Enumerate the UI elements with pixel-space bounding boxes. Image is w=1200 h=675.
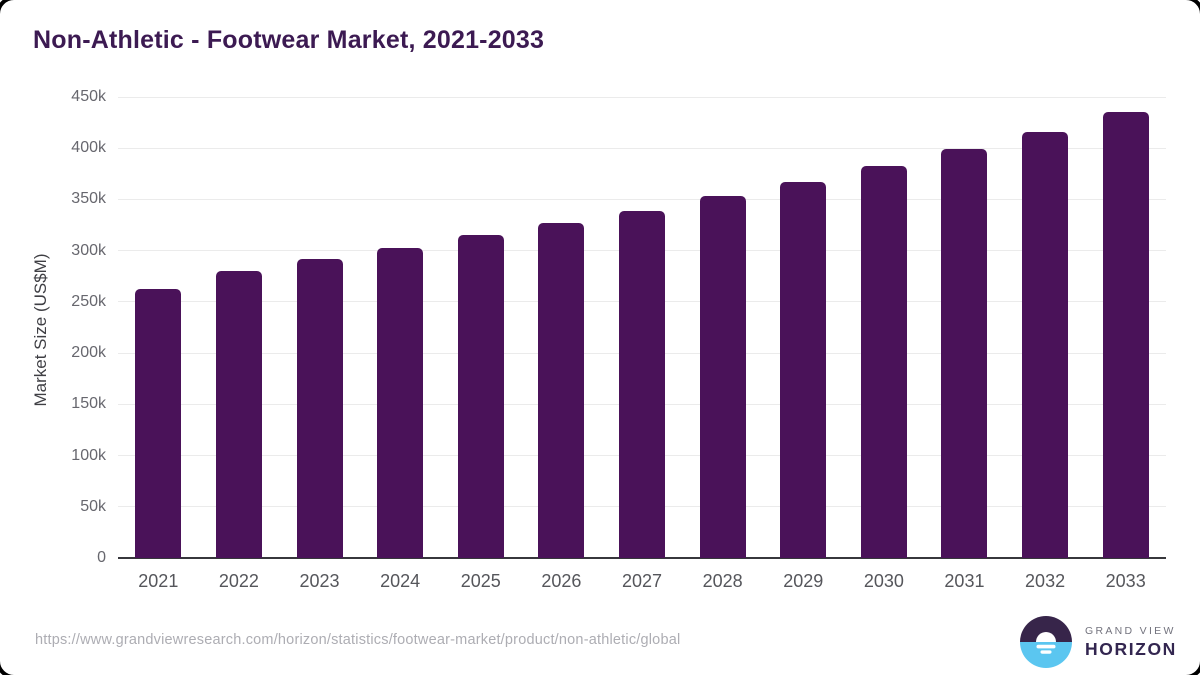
x-tick-label-2032: 2032 <box>1025 571 1066 591</box>
chart-title: Non-Athletic - Footwear Market, 2021-203… <box>33 26 545 54</box>
source-url[interactable]: https://www.grandviewresearch.com/horizo… <box>35 632 681 648</box>
y-tick-label-0: 0 <box>97 549 106 566</box>
x-tick-label-2028: 2028 <box>702 571 743 591</box>
brand-logo: GRAND VIEW HORIZON <box>1020 616 1177 668</box>
logo-text-horizon: HORIZON <box>1085 638 1177 659</box>
bar-2022[interactable] <box>215 271 262 558</box>
brand-logo-text: GRAND VIEW HORIZON <box>1085 625 1177 660</box>
bar-2029[interactable] <box>780 182 827 558</box>
bar-2030[interactable] <box>860 165 907 558</box>
x-axis-line <box>118 557 1166 559</box>
y-tick-label-300k: 300k <box>71 241 106 259</box>
y-tick-label-50k: 50k <box>80 497 106 515</box>
y-tick-label-350k: 350k <box>71 190 106 208</box>
bar-2021[interactable] <box>135 288 182 558</box>
x-tick-label-2033: 2033 <box>1105 571 1146 591</box>
y-tick-label-100k: 100k <box>71 446 106 464</box>
bar-2024[interactable] <box>377 247 424 558</box>
x-tick-label-2029: 2029 <box>783 571 824 591</box>
x-tick-label-2022: 2022 <box>218 571 259 591</box>
y-tick-label-450k: 450k <box>71 88 106 105</box>
horizon-logo-icon <box>1020 616 1072 668</box>
gridline-350k <box>118 198 1166 200</box>
gridline-450k <box>118 96 1166 98</box>
x-tick-label-2026: 2026 <box>541 571 582 591</box>
bar-2027[interactable] <box>619 210 665 558</box>
y-tick-label-400k: 400k <box>71 139 106 157</box>
x-tick-label-2025: 2025 <box>460 571 501 591</box>
bar-2033[interactable] <box>1102 112 1149 558</box>
x-tick-label-2023: 2023 <box>299 571 340 591</box>
bar-2026[interactable] <box>538 223 585 558</box>
gridline-400k <box>118 147 1166 149</box>
x-tick-label-2024: 2024 <box>380 571 421 591</box>
y-tick-label-250k: 250k <box>71 292 106 310</box>
y-tick-label-200k: 200k <box>71 344 106 362</box>
bar-2025[interactable] <box>457 235 504 558</box>
logo-text-grand-view: GRAND VIEW <box>1085 624 1176 637</box>
y-tick-label-150k: 150k <box>71 395 106 413</box>
x-tick-label-2027: 2027 <box>621 571 663 591</box>
bar-2028[interactable] <box>699 196 746 558</box>
x-tick-label-2031: 2031 <box>944 571 985 591</box>
bar-2032[interactable] <box>1022 131 1069 558</box>
bar-2031[interactable] <box>941 149 988 558</box>
bar-2023[interactable] <box>296 258 343 558</box>
x-tick-label-2030: 2030 <box>863 571 904 591</box>
x-tick-label-2021: 2021 <box>138 571 179 591</box>
